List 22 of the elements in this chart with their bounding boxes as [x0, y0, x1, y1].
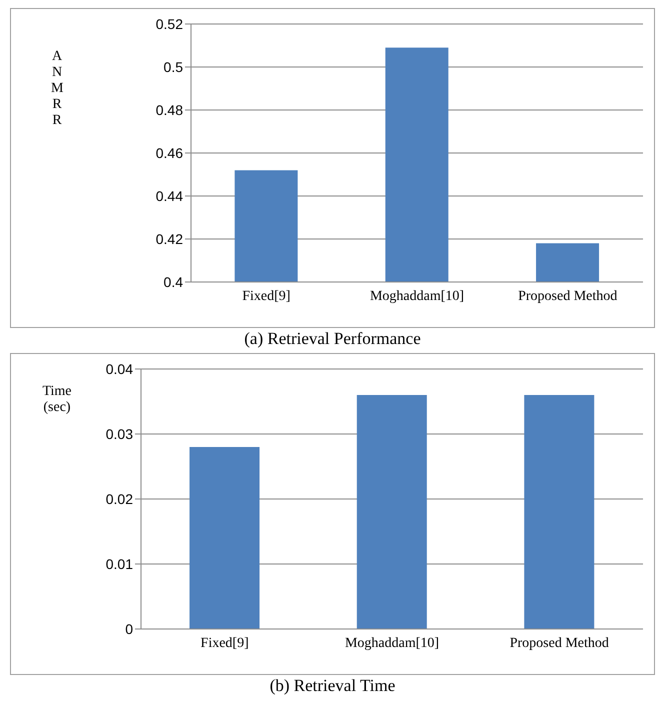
y-axis-title: ANMRR — [51, 49, 64, 129]
x-tick-label: Proposed Method — [518, 288, 618, 304]
x-tick-label: Moghaddam[10] — [370, 288, 464, 304]
y-tick-label: 0.03 — [106, 426, 134, 442]
y-tick-label: 0.48 — [156, 102, 184, 118]
x-tick-label: Fixed[9] — [200, 636, 249, 651]
y-tick-label: 0.01 — [106, 556, 134, 572]
y-tick-label: 0 — [125, 620, 134, 637]
text: (a) Retrieval Performance — [243, 329, 422, 349]
y-tick-label: 0.02 — [106, 490, 134, 507]
y-tick-label: 0.42 — [156, 230, 184, 247]
x-tick-label: Proposed Method — [510, 636, 609, 651]
y-tick-label: 0.5 — [164, 58, 184, 75]
y-axis-title: Time (sec) — [41, 384, 73, 416]
x-tick-label: Fixed[9] — [242, 288, 290, 304]
x-tick-label: Moghaddam[10] — [344, 636, 440, 651]
y-tick-label: 0.52 — [156, 16, 184, 32]
y-tick-label: 0.4 — [164, 274, 184, 290]
y-tick-label: 0.44 — [156, 188, 184, 204]
text: (b) Retrieval Time — [268, 676, 396, 696]
y-tick-label: 0.46 — [156, 144, 184, 161]
y-tick-label: 0.04 — [106, 360, 134, 377]
